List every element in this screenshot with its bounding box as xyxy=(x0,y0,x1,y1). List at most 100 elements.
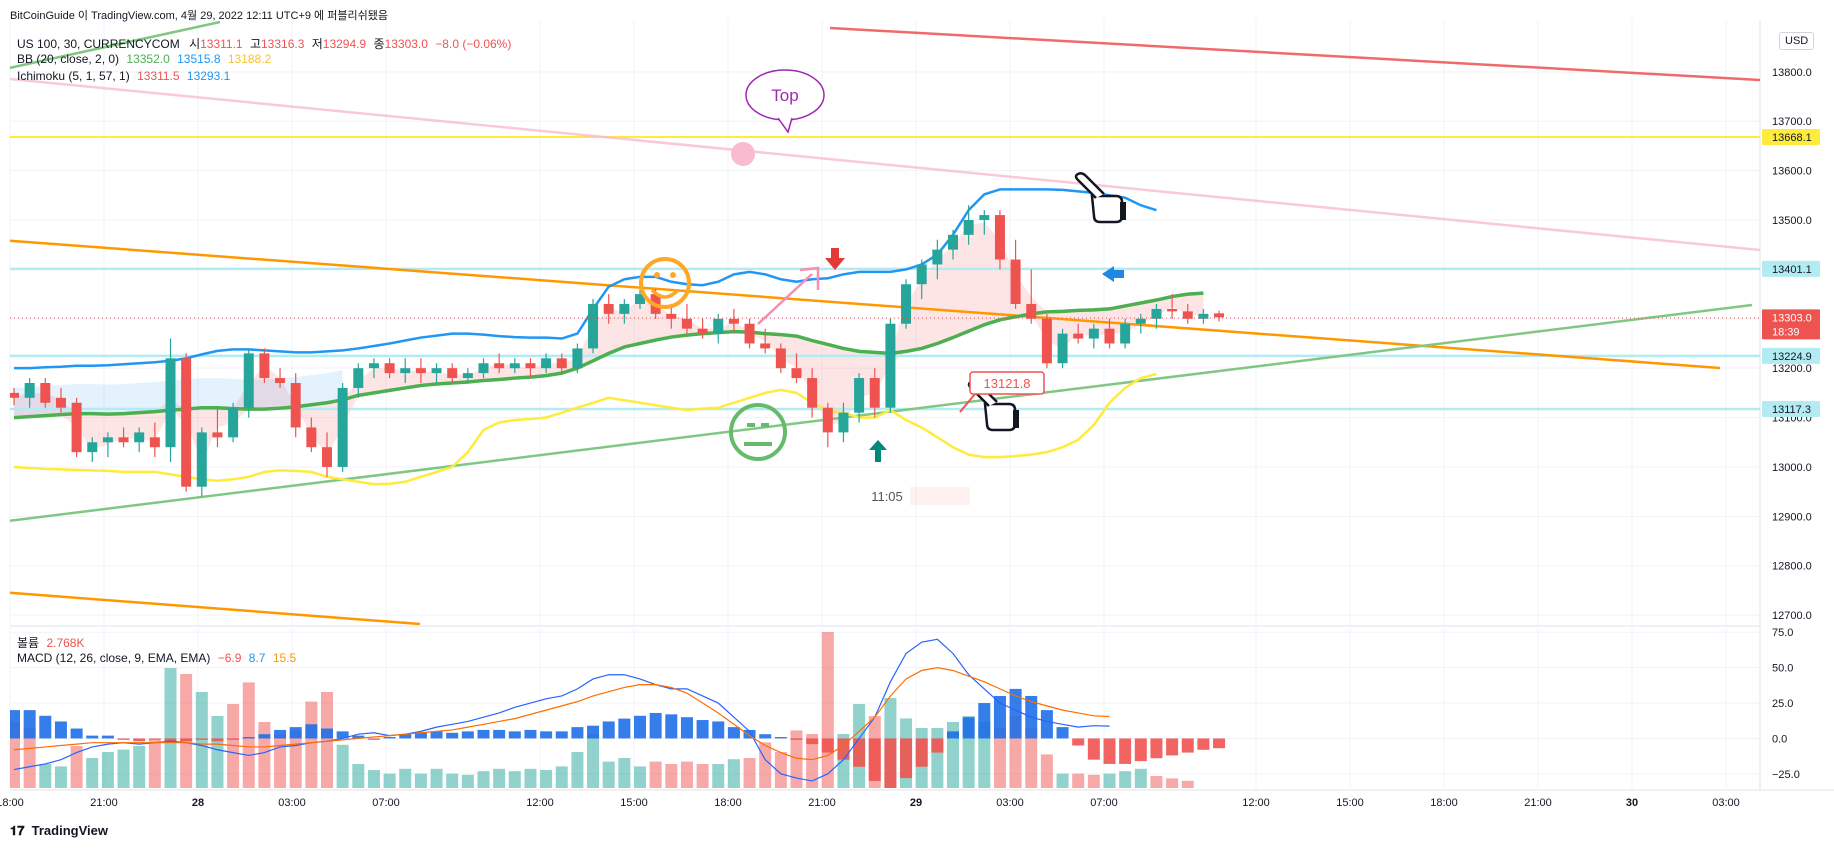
candle xyxy=(400,358,411,383)
macd-hist-bar xyxy=(978,703,991,739)
macd-line xyxy=(13,638,1110,782)
annotations[interactable]: Top 13121.8 11:05 xyxy=(639,69,1126,505)
time-tick-label: 03:00 xyxy=(278,797,306,809)
candle-body xyxy=(1026,303,1037,319)
price-label-countdown: 18:39 xyxy=(1772,326,1800,338)
candle xyxy=(603,294,614,324)
candle xyxy=(932,239,943,280)
time-marker-text: 11:05 xyxy=(871,489,903,504)
volume-bar xyxy=(680,761,693,788)
volume-bar xyxy=(23,728,36,788)
macd-hist-bar xyxy=(352,735,365,739)
volume-bar xyxy=(414,773,427,788)
volume-bar xyxy=(148,740,161,788)
price-tick-label: 13200.0 xyxy=(1772,363,1812,375)
volume-bar xyxy=(774,752,787,788)
volume-bar xyxy=(461,774,474,788)
candle-body xyxy=(243,353,254,408)
volume-bar xyxy=(1103,773,1116,788)
hand-cuff xyxy=(1120,202,1126,220)
candle-body xyxy=(1057,333,1068,364)
volume-bar xyxy=(446,773,459,788)
volume-legend[interactable]: 볼륨 2.768K xyxy=(17,634,84,651)
open-value: 13311.1 xyxy=(200,37,243,51)
macd-hist-bar xyxy=(962,717,975,739)
volume-bar xyxy=(790,730,803,788)
currency-button[interactable]: USD xyxy=(1779,32,1815,50)
candle xyxy=(1182,303,1193,324)
candle-body xyxy=(212,432,223,438)
macd-label: MACD (12, 26, close, 9, EMA, EMA) xyxy=(17,651,211,665)
candle-body xyxy=(1073,333,1084,339)
candle xyxy=(1073,323,1084,344)
candle xyxy=(728,308,739,334)
macd-hist-bar xyxy=(524,729,537,739)
candle xyxy=(963,205,974,245)
symbol-name[interactable]: US 100, 30, CURRENCYCOM xyxy=(17,37,180,51)
candle xyxy=(10,387,19,406)
volume-bar xyxy=(493,768,506,788)
blue-left-arrow-icon xyxy=(1102,266,1124,282)
bb-legend[interactable]: BB (20, close, 2, 0) 13352.0 13515.8 131… xyxy=(17,52,271,66)
macd-hist-bar xyxy=(1150,738,1163,759)
candle-body xyxy=(1151,308,1162,319)
volume-bar xyxy=(1119,771,1132,788)
macd-hist-bar xyxy=(696,720,709,739)
candle-body xyxy=(603,303,614,314)
candle xyxy=(979,210,990,235)
tradingview-logo[interactable]: 𝟏𝟕 TradingView xyxy=(10,823,108,839)
candle xyxy=(885,318,896,413)
smiley-mouth xyxy=(650,288,680,299)
candle-body xyxy=(353,368,364,388)
candles[interactable] xyxy=(9,205,1225,497)
candle-body xyxy=(337,387,348,467)
candle xyxy=(431,363,442,383)
candle xyxy=(775,343,786,374)
macd-hist-bar xyxy=(837,738,850,760)
macd-hist-bar xyxy=(148,738,161,740)
macd-hist-bar xyxy=(39,715,52,739)
macd-hist-bar xyxy=(493,729,506,739)
high-value: 13316.3 xyxy=(261,37,305,51)
macd-legend[interactable]: MACD (12, 26, close, 9, EMA, EMA) −6.9 8… xyxy=(17,651,296,665)
macd-hist-bar xyxy=(10,710,20,739)
candle-body xyxy=(525,363,536,369)
candle-body xyxy=(431,368,442,374)
ichimoku-value-2: 13293.1 xyxy=(186,69,231,83)
macd-hist-bar xyxy=(634,715,646,739)
volume-bar xyxy=(508,771,521,788)
candle xyxy=(353,363,364,398)
time-tick-label: 07:00 xyxy=(372,797,400,809)
candle-body xyxy=(979,215,990,221)
macd-hist-bar xyxy=(884,738,897,788)
price-tick-label: 12700.0 xyxy=(1772,610,1812,622)
candle xyxy=(71,397,82,458)
volume-bar xyxy=(1072,773,1085,788)
time-tick-label: 30 xyxy=(1626,797,1638,809)
macd-hist-bar xyxy=(618,718,631,739)
price-tick-label: 13500.0 xyxy=(1772,215,1812,227)
price-label-text: 13303.0 xyxy=(1772,312,1812,324)
candle xyxy=(290,373,301,438)
macd-hist-bar xyxy=(1103,738,1116,764)
candle xyxy=(447,363,458,383)
volume-bar xyxy=(712,764,725,788)
candle xyxy=(134,427,145,453)
macd-tick-label: 75.0 xyxy=(1772,627,1793,639)
macd-tick-label: −25.0 xyxy=(1772,769,1800,781)
trendlines[interactable] xyxy=(0,20,1760,625)
low-label: 저 xyxy=(311,37,323,51)
red-down-arrow-icon xyxy=(825,248,845,270)
macd-hist-bar xyxy=(790,738,803,740)
time-axis[interactable]: 18:00 21:00 28 03:00 07:00 12:00 15:00 18:00 21:… xyxy=(0,797,1740,809)
macd-tick-label: 50.0 xyxy=(1772,663,1793,675)
close-label: 종 xyxy=(373,37,385,51)
candle xyxy=(181,353,192,492)
green-up-arrow-icon xyxy=(869,440,887,462)
cloud-fill xyxy=(14,222,1204,463)
top-bubble-text: Top xyxy=(771,86,798,105)
volume-bar xyxy=(1025,728,1038,788)
ichimoku-legend[interactable]: Ichimoku (5, 1, 57, 1) 13311.5 13293.1 xyxy=(17,69,230,83)
price-label-box xyxy=(1762,128,1820,145)
